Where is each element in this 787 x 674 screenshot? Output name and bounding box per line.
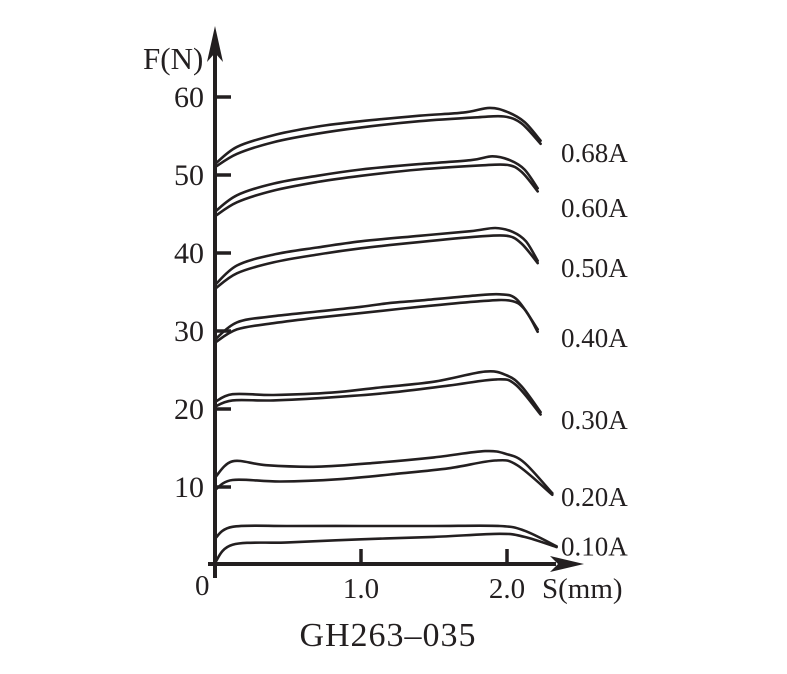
curve-0.20A-lower bbox=[213, 458, 554, 497]
curve-0.60A-lower bbox=[213, 163, 539, 218]
series-label-0.10A: 0.10A bbox=[561, 531, 628, 561]
curve-0.30A-lower bbox=[213, 378, 542, 416]
x-tick-label-2: 2.0 bbox=[489, 573, 525, 605]
y-tick-label-10: 10 bbox=[174, 471, 204, 504]
origin-label: 0 bbox=[195, 570, 210, 602]
curve-0.50A-upper bbox=[213, 226, 539, 287]
curve-0.10A-upper bbox=[213, 524, 558, 548]
x-axis-arrow-icon bbox=[550, 556, 584, 572]
y-axis-arrow-icon bbox=[207, 26, 223, 62]
curve-0.10A-lower bbox=[213, 532, 558, 564]
x-axis-label: S(mm) bbox=[542, 573, 623, 605]
y-tick-label-20: 20 bbox=[174, 393, 204, 426]
x-tick-label-1: 1.0 bbox=[343, 573, 379, 605]
curve-0.20A-upper bbox=[213, 449, 554, 495]
series-label-0.68A: 0.68A bbox=[561, 138, 628, 168]
curve-0.60A-upper bbox=[213, 154, 539, 213]
series-label-0.40A: 0.40A bbox=[561, 323, 628, 353]
curve-0.68A-lower bbox=[213, 114, 542, 169]
y-tick-label-50: 50 bbox=[174, 159, 204, 192]
curve-0.68A-upper bbox=[213, 106, 542, 166]
series-label-0.20A: 0.20A bbox=[561, 482, 628, 512]
curve-0.40A-lower bbox=[213, 298, 539, 344]
curve-0.40A-upper bbox=[213, 292, 539, 341]
y-tick-label-60: 60 bbox=[174, 81, 204, 114]
series-label-0.60A: 0.60A bbox=[561, 193, 628, 223]
y-tick-label-40: 40 bbox=[174, 237, 204, 270]
series-label-0.30A: 0.30A bbox=[561, 405, 628, 435]
curve-0.30A-upper bbox=[213, 370, 542, 414]
series-label-0.50A: 0.50A bbox=[561, 253, 628, 283]
y-tick-label-30: 30 bbox=[174, 315, 204, 348]
y-axis-label: F(N) bbox=[143, 41, 204, 76]
chart-title: GH263–035 bbox=[299, 617, 477, 654]
curve-0.50A-lower bbox=[213, 234, 539, 291]
